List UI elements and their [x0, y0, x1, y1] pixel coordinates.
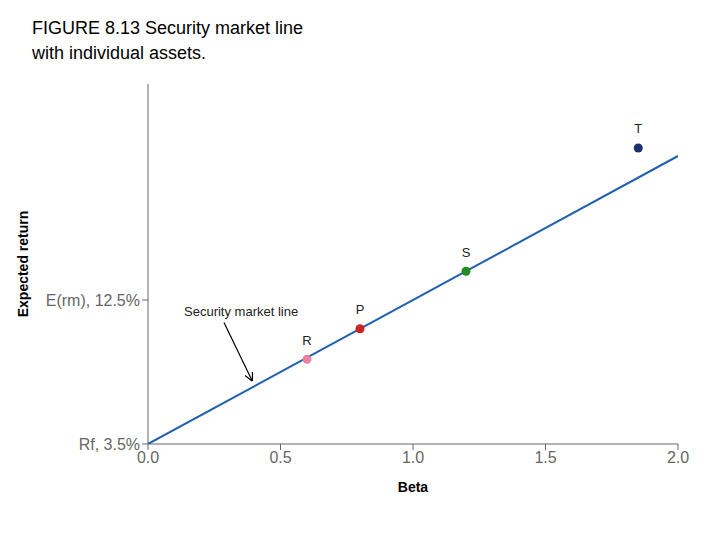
svg-text:Security market line: Security market line	[184, 304, 298, 319]
html-text:with individual assets.: with individual assets.	[32, 43, 207, 63]
svg-text:2.0: 2.0	[667, 449, 689, 466]
svg-text:1.0: 1.0	[402, 449, 424, 466]
svg-text:Expected return: Expected return	[15, 211, 31, 318]
svg-text:E(rm), 12.5%: E(rm), 12.5%	[46, 292, 140, 309]
svg-text:1.5: 1.5	[534, 449, 556, 466]
svg-text:P: P	[356, 302, 365, 317]
svg-text:0.5: 0.5	[269, 449, 291, 466]
svg-text:S: S	[462, 245, 471, 260]
html-text:FIGURE 8.13 Security market li: FIGURE 8.13 Security market line	[32, 18, 304, 38]
svg-text:Rf, 3.5%: Rf, 3.5%	[79, 436, 140, 453]
svg-text:R: R	[302, 333, 311, 348]
svg-text:0.0: 0.0	[137, 449, 159, 466]
svg-text:T: T	[634, 121, 642, 136]
svg-text:Beta: Beta	[398, 479, 429, 495]
